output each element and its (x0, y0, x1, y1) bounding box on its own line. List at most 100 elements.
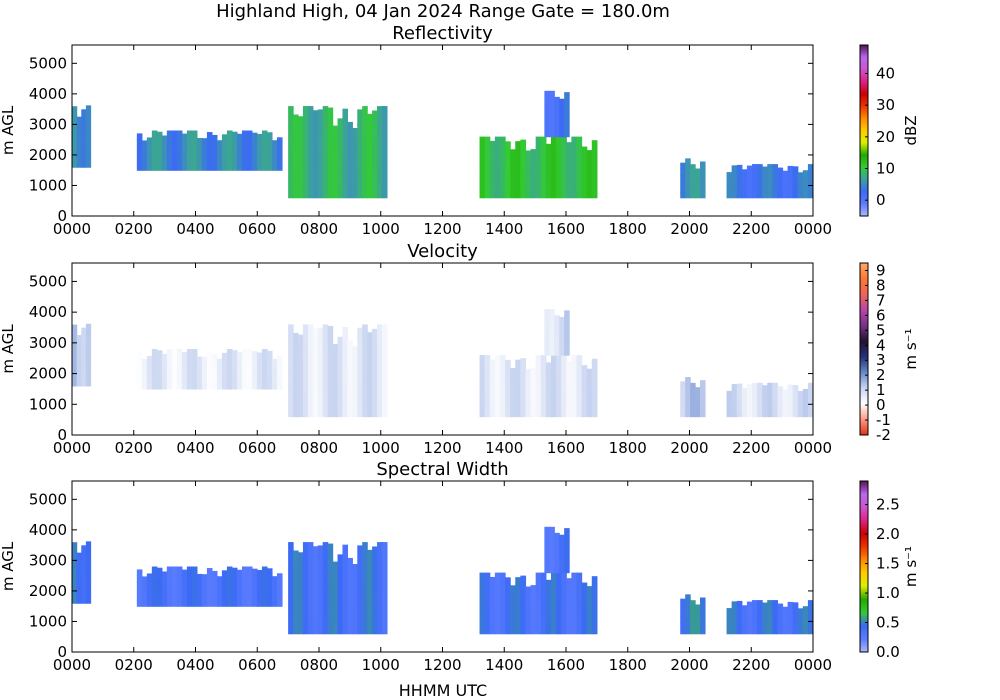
echo-cell (76, 158, 82, 168)
echo-cell (746, 411, 753, 418)
echo-cell (302, 167, 309, 184)
echo-cell (680, 180, 686, 187)
echo-cell (530, 408, 537, 418)
echo-cell (151, 382, 158, 390)
panel-title: Velocity (407, 241, 478, 262)
echo-cell (549, 309, 555, 318)
echo-cell (731, 617, 738, 624)
echo-cell (347, 340, 353, 354)
colorbar-tick-label: -2 (876, 426, 891, 444)
echo-cell (357, 545, 363, 561)
echo-cell (736, 164, 743, 171)
echo-cell (151, 586, 158, 594)
echo-cell (327, 107, 334, 124)
echo-cell (156, 586, 163, 594)
echo-cell (762, 602, 768, 609)
echo-cell (505, 169, 511, 180)
echo-cell (322, 587, 329, 604)
echo-cell (288, 136, 294, 153)
echo-cell (352, 393, 358, 406)
echo-cell (499, 146, 506, 158)
echo-cell (156, 350, 163, 358)
colorbar-label: m s⁻¹ (902, 546, 920, 587)
echo-cell (535, 385, 542, 397)
echo-cell (556, 146, 562, 158)
echo-cell (357, 401, 363, 418)
echo-cell (586, 189, 593, 199)
colorbar-tick-label: 3 (876, 351, 886, 369)
echo-cell (489, 159, 496, 170)
echo-cell (307, 603, 314, 620)
echo-cell (317, 168, 324, 184)
echo-cell (85, 561, 92, 573)
echo-cell (276, 153, 283, 160)
echo-cell (81, 593, 87, 604)
echo-cell (690, 175, 696, 182)
echo-cell (731, 628, 738, 635)
echo-cell (685, 594, 691, 602)
echo-cell (337, 336, 344, 351)
echo-cell (494, 582, 501, 594)
echo-cell (146, 361, 153, 368)
echo-cell (271, 140, 278, 146)
echo-cell (772, 622, 779, 629)
echo-cell (151, 592, 158, 601)
echo-cell (151, 355, 158, 363)
colorbar-tick-label: 4 (876, 336, 886, 354)
echo-cell (317, 372, 324, 388)
echo-cell (288, 542, 294, 558)
echo-cell (76, 133, 82, 143)
echo-cell (337, 389, 344, 404)
echo-cell (586, 376, 593, 386)
echo-cell (196, 143, 203, 150)
echo-cell (690, 394, 696, 401)
y-tick-label: 1000 (29, 176, 67, 194)
echo-cell (196, 148, 203, 155)
echo-cell (807, 382, 813, 390)
echo-cell (680, 174, 686, 181)
echo-cell (576, 603, 583, 614)
echo-cell (545, 179, 552, 190)
echo-cell (494, 396, 501, 407)
echo-cell (293, 578, 299, 593)
echo-cell (489, 140, 496, 152)
echo-cell (266, 574, 273, 582)
echo-cell (377, 370, 383, 387)
echo-cell (510, 392, 516, 401)
echo-cell (332, 404, 339, 418)
echo-cell (81, 376, 87, 387)
echo-cell (171, 156, 178, 165)
echo-cell (751, 169, 758, 176)
echo-cell (362, 355, 368, 372)
echo-cell (499, 156, 506, 168)
echo-cell (505, 359, 511, 370)
echo-cell (151, 579, 158, 587)
echo-cell (680, 168, 686, 175)
echo-cell (236, 352, 243, 360)
echo-cell (293, 564, 299, 579)
x-tick-label: 0000 (794, 439, 832, 457)
echo-cell (797, 403, 804, 409)
echo-cell (337, 350, 344, 364)
echo-cell (489, 407, 496, 418)
echo-cell (510, 408, 516, 418)
echo-cell (256, 376, 263, 384)
echo-cell (782, 403, 789, 409)
echo-cell (576, 582, 583, 594)
echo-cell (797, 193, 804, 199)
echo-cell (484, 406, 491, 418)
echo-cell (271, 383, 278, 390)
echo-cell (731, 389, 738, 396)
colorbar-tick-label: -1 (876, 411, 891, 429)
echo-cell (72, 592, 78, 604)
echo-cell (792, 602, 799, 609)
echo-cell (792, 411, 799, 418)
echo-cell (581, 608, 588, 618)
colorbar-tick-label: 40 (876, 65, 895, 83)
echo-cell (307, 121, 314, 138)
echo-cell (216, 140, 223, 146)
y-axis-label: m AGL (0, 541, 17, 591)
echo-cell (535, 623, 542, 635)
echo-cell (751, 394, 758, 401)
echo-cell (171, 362, 178, 370)
